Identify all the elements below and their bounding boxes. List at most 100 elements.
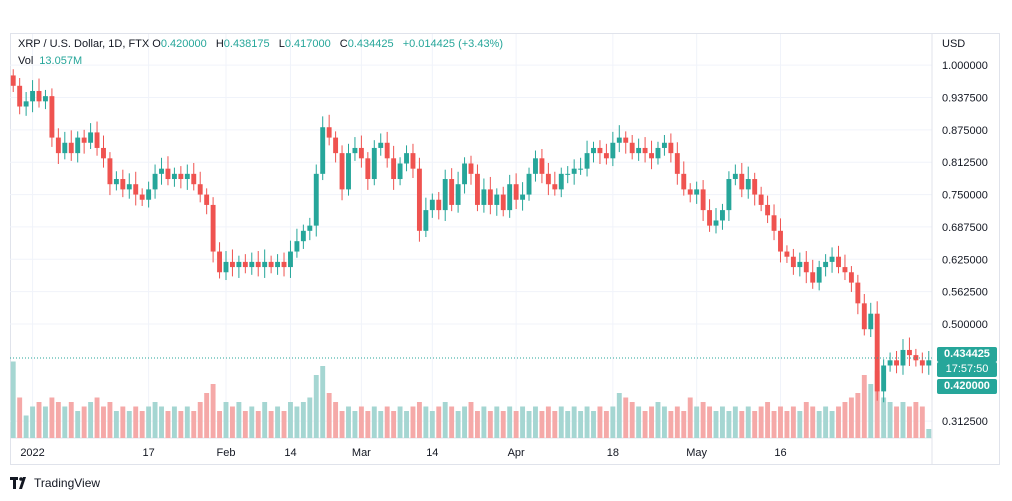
- volume-bar: [171, 406, 177, 438]
- candle-body: [674, 153, 680, 174]
- candle-body: [797, 261, 803, 268]
- candle-body: [700, 189, 706, 211]
- candle-body: [629, 142, 635, 154]
- volume-bar: [204, 393, 210, 438]
- chart-frame[interactable]: [10, 33, 1000, 465]
- candle-body: [36, 90, 42, 102]
- volume-bar: [919, 406, 925, 438]
- volume-bar: [629, 402, 635, 438]
- volume-bar: [848, 397, 854, 438]
- volume-bar: [842, 402, 848, 438]
- volume-value: 13.057M: [39, 55, 83, 67]
- tradingview-logo[interactable]: TradingView: [10, 476, 100, 490]
- currency-label: USD: [942, 38, 966, 50]
- candle-body: [926, 360, 932, 366]
- volume-bar: [778, 406, 783, 438]
- candle-body: [442, 179, 448, 211]
- candle-body: [713, 220, 719, 226]
- candle-body: [539, 158, 545, 174]
- x-tick-label: 18: [607, 447, 619, 459]
- candle-body: [68, 142, 74, 154]
- volume-bar: [275, 406, 281, 438]
- candle-body: [436, 199, 442, 211]
- volume-bar: [152, 402, 158, 438]
- volume-bar: [533, 406, 538, 438]
- candle-body: [339, 153, 345, 190]
- volume-bar: [790, 406, 796, 438]
- candle-body: [268, 261, 274, 268]
- volume-bar: [906, 406, 912, 438]
- candle-body: [758, 194, 764, 205]
- volume-bar: [539, 411, 545, 438]
- candle-body: [584, 153, 590, 169]
- candle-body: [739, 173, 745, 190]
- volume-bar: [526, 411, 532, 438]
- candle-body: [848, 272, 854, 283]
- candle-body: [887, 360, 893, 366]
- candle-body: [165, 168, 171, 180]
- candle-body: [204, 194, 210, 205]
- volume-bar: [500, 411, 506, 438]
- brand-name: TradingView: [34, 476, 101, 490]
- candle-body: [423, 210, 429, 231]
- candle-body: [397, 163, 403, 180]
- candle-body: [526, 173, 532, 195]
- y-tick-label: 0.312500: [942, 416, 988, 428]
- y-tick-label: 0.750000: [942, 190, 988, 202]
- candle-body: [565, 173, 571, 175]
- candle-body: [874, 313, 880, 392]
- close-label: C: [339, 38, 348, 50]
- volume-bar: [868, 384, 874, 438]
- volume-bar: [307, 397, 313, 438]
- volume-bar: [294, 406, 300, 438]
- candle-body: [262, 261, 268, 268]
- volume-bar: [358, 406, 364, 438]
- volume-bar: [255, 411, 261, 438]
- change-value: +0.014425 (+3.43%): [402, 38, 504, 50]
- candle-body: [49, 96, 55, 138]
- candle-body: [223, 261, 229, 273]
- candle-body: [720, 210, 725, 221]
- volume-bar: [313, 375, 319, 438]
- candle-body: [707, 210, 713, 226]
- volume-bar: [771, 411, 777, 438]
- candle-body: [771, 215, 777, 231]
- volume-bar: [661, 406, 667, 438]
- candle-body: [384, 142, 390, 159]
- volume-bar: [616, 393, 622, 438]
- candle-body: [191, 173, 197, 185]
- candle-body: [43, 96, 48, 102]
- x-tick-label: May: [686, 447, 707, 459]
- volume-bar: [487, 411, 493, 438]
- candle-body: [178, 173, 184, 180]
- volume-bar: [745, 406, 751, 438]
- volume-bar: [571, 406, 577, 438]
- volume-bar: [229, 406, 235, 438]
- candle-body: [616, 137, 622, 143]
- volume-bar: [603, 411, 609, 438]
- candle-body: [520, 194, 526, 200]
- volume-bar: [713, 411, 719, 438]
- candle-body: [868, 313, 874, 330]
- volume-bar: [94, 397, 100, 438]
- volume-bar: [404, 411, 409, 438]
- volume-bar: [694, 406, 700, 438]
- last-price-badge: 0.434425: [937, 347, 997, 362]
- candle-body: [823, 261, 829, 268]
- volume-bar: [30, 406, 36, 438]
- candle-body: [765, 204, 771, 216]
- candle-body: [229, 261, 235, 268]
- volume-bar: [758, 406, 764, 438]
- candle-body: [881, 365, 887, 392]
- volume-bar: [191, 411, 197, 438]
- y-tick-label: 0.875000: [942, 125, 988, 137]
- low-value: 0.417000: [284, 38, 331, 50]
- volume-bar: [107, 402, 113, 438]
- candle-body: [17, 85, 23, 107]
- candle-body: [275, 261, 281, 268]
- candle-body: [365, 158, 371, 180]
- candle-body: [855, 282, 861, 304]
- volume-bar: [861, 375, 867, 438]
- candle-body: [184, 173, 190, 180]
